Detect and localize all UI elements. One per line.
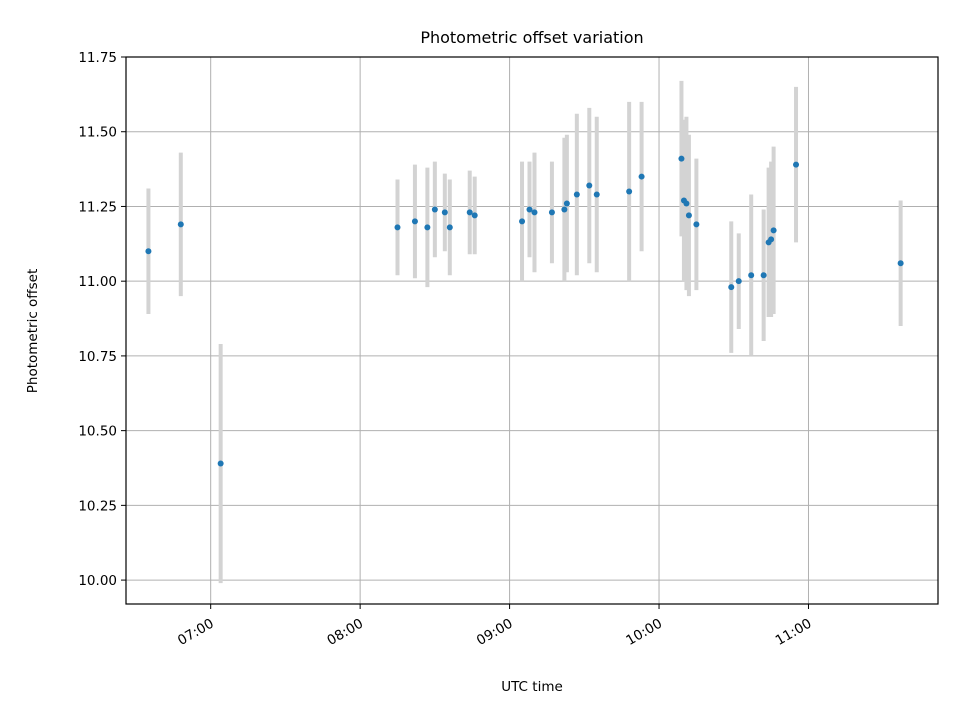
data-point [728,284,735,291]
data-point [685,212,692,219]
data-point [748,272,755,279]
x-axis-ticks: 07:00 08:00 09:00 10:00 11:00 [175,604,814,649]
data-point [573,191,580,198]
data-point [466,209,473,216]
data-point [531,209,538,216]
data-point [446,224,453,231]
x-tick-label: 07:00 [175,616,217,649]
x-tick-label: 10:00 [623,616,665,649]
data-point [768,236,775,243]
y-tick-label: 11.00 [78,274,117,290]
data-point [145,248,152,255]
data-point [793,161,800,168]
plot-frame [125,56,939,605]
data-point [471,212,478,219]
error-bars [146,80,903,584]
y-tick-label: 10.50 [78,424,117,440]
data-point [626,188,633,195]
data-point [548,209,555,216]
data-point [770,227,777,234]
data-point [411,218,418,225]
y-tick-label: 10.00 [78,573,117,589]
x-axis-label: UTC time [501,679,563,695]
y-tick-label: 10.75 [78,349,117,365]
data-point [897,260,904,267]
data-point [760,272,767,279]
data-points [145,155,904,467]
x-tick-label: 09:00 [474,616,516,649]
data-point [526,206,533,213]
data-point [678,155,685,162]
data-point [683,200,690,207]
data-point [735,278,742,285]
data-point [424,224,431,231]
data-point [394,224,401,231]
data-point [441,209,448,216]
data-point [563,200,570,207]
y-tick-label: 10.25 [78,498,117,514]
data-point [586,182,593,189]
data-point [217,460,224,467]
grid [126,56,938,604]
data-point [431,206,438,213]
data-point [693,221,700,228]
data-point [593,191,600,198]
y-tick-label: 11.25 [78,199,117,215]
x-tick-label: 08:00 [324,616,366,649]
data-point [519,218,526,225]
data-point [561,206,568,213]
data-point [177,221,184,228]
y-tick-label: 11.50 [78,125,117,141]
y-axis-label: Photometric offset [25,269,41,393]
data-point [638,173,645,180]
x-tick-label: 11:00 [773,616,815,649]
chart-title: Photometric offset variation [420,28,643,47]
y-axis-ticks: 10.00 10.25 10.50 10.75 11.00 11.25 11.50 11.75 [78,50,126,589]
y-tick-label: 11.75 [78,50,117,66]
